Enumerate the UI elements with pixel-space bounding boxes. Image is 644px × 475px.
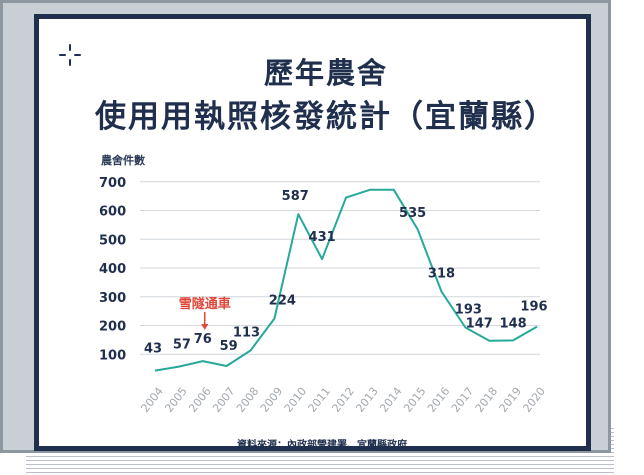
- x-tick-label: 2016: [425, 385, 452, 415]
- x-tick-label: 2020: [521, 385, 548, 415]
- data-label: 431: [309, 230, 336, 245]
- data-label: 224: [269, 294, 296, 309]
- data-label: 587: [282, 189, 309, 204]
- x-tick-label: 2019: [497, 385, 524, 415]
- x-tick-label: 2014: [377, 385, 404, 415]
- y-tick-label: 400: [99, 262, 126, 277]
- y-tick-label: 700: [99, 176, 126, 191]
- y-tick-label: 200: [99, 320, 126, 335]
- chart-card: [34, 14, 591, 451]
- x-tick-label: 2017: [449, 385, 476, 415]
- x-tick-label: 2007: [210, 385, 237, 415]
- data-label: 193: [455, 303, 482, 318]
- annotation-arrow-head: [201, 324, 209, 330]
- x-tick-label: 2011: [306, 385, 333, 415]
- x-tick-label: 2004: [139, 385, 166, 415]
- y-axis-label: 農舍件數: [101, 154, 145, 167]
- y-tick-label: 500: [99, 233, 126, 248]
- data-label: 196: [520, 300, 547, 315]
- x-tick-label: 2013: [353, 385, 380, 415]
- x-tick-label: 2012: [330, 385, 357, 415]
- chart-title-line1: 歷年農舍: [263, 56, 388, 90]
- y-tick-label: 100: [99, 348, 126, 363]
- x-tick-label: 2010: [282, 385, 309, 415]
- y-tick-label: 600: [99, 205, 126, 220]
- data-label: 43: [144, 342, 162, 357]
- x-tick-label: 2009: [258, 385, 285, 415]
- data-label: 318: [428, 267, 455, 282]
- source-note: 資料來源：內政部營建署、宜蘭縣政府: [237, 440, 407, 451]
- data-label: 147: [466, 317, 493, 332]
- data-label: 59: [220, 339, 238, 354]
- data-label: 76: [194, 332, 212, 347]
- x-tick-label: 2006: [186, 385, 213, 415]
- x-tick-label: 2015: [401, 385, 428, 415]
- series-line: [154, 188, 538, 372]
- x-tick-label: 2005: [162, 385, 189, 415]
- data-label: 148: [500, 316, 527, 331]
- sparkle-icon: [59, 44, 81, 66]
- annotation-label: 雪隧通車: [179, 296, 231, 312]
- data-label: 535: [399, 206, 426, 221]
- data-label: 57: [173, 338, 191, 353]
- x-tick-label: 2008: [234, 385, 261, 415]
- chart-title-line2: 使用用執照核發統計（宜蘭縣）: [95, 99, 557, 135]
- data-label: 113: [233, 326, 260, 341]
- x-tick-label: 2018: [473, 385, 500, 415]
- y-tick-label: 300: [99, 291, 126, 306]
